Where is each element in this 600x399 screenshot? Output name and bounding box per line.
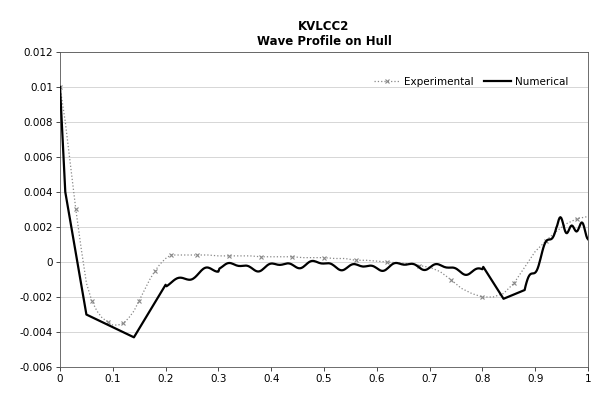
Numerical (66, 215, 73, 220)
Experimental (584, 214, 592, 219)
Line: Experimental: Experimental (58, 85, 590, 328)
Numerical (326, 261, 334, 266)
Numerical (457, 269, 464, 274)
Experimental (146, 277, 154, 282)
Numerical (426, 265, 433, 270)
Experimental (83, 280, 90, 285)
Numerical (584, 237, 592, 242)
Experimental (125, 316, 132, 320)
Experimental (56, 85, 64, 89)
Experimental (341, 256, 349, 261)
Title: KVLCC2
Wave Profile on Hull: KVLCC2 Wave Profile on Hull (257, 20, 391, 48)
Numerical (56, 85, 64, 89)
Numerical (92, 316, 99, 321)
Line: Numerical: Numerical (60, 87, 588, 337)
Experimental (109, 323, 116, 328)
Numerical (454, 267, 461, 272)
Legend: Experimental, Numerical: Experimental, Numerical (370, 73, 572, 91)
Numerical (130, 335, 137, 340)
Experimental (268, 255, 275, 259)
Experimental (511, 280, 518, 285)
